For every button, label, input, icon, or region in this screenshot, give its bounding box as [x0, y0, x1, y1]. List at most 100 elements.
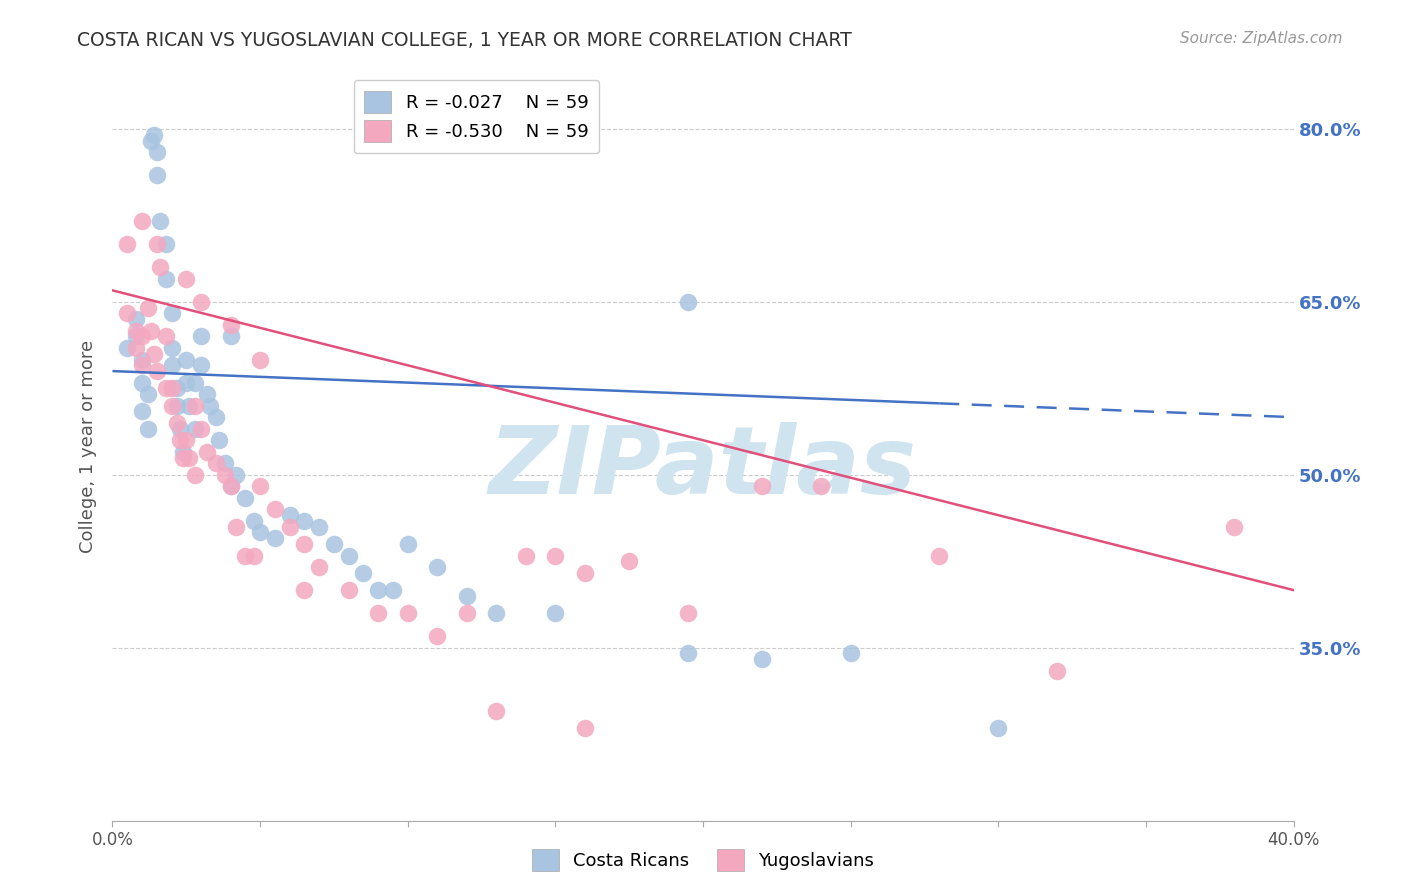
Point [174, 272, 197, 286]
Legend: Costa Ricans, Yugoslavians: Costa Ricans, Yugoslavians [524, 842, 882, 879]
Point [117, 237, 138, 252]
Point [125, 324, 148, 338]
Point [179, 399, 201, 413]
Point [198, 399, 221, 413]
Point [292, 537, 315, 551]
Point [396, 606, 419, 620]
Legend: R = -0.027    N = 59, R = -0.530    N = 59: R = -0.027 N = 59, R = -0.530 N = 59 [353, 80, 599, 153]
Point [426, 560, 449, 574]
Point [131, 352, 153, 367]
Point [195, 387, 218, 401]
Point [233, 491, 256, 505]
Point [155, 272, 177, 286]
Point [169, 434, 191, 448]
Point [751, 479, 773, 493]
Point [125, 341, 148, 355]
Point [1046, 664, 1069, 678]
Point [208, 434, 231, 448]
Point [678, 606, 700, 620]
Point [184, 422, 207, 436]
Point [233, 549, 256, 563]
Point [166, 381, 188, 395]
Point [117, 341, 138, 355]
Point [249, 352, 271, 367]
Point [219, 329, 242, 343]
Point [382, 583, 405, 598]
Point [751, 652, 773, 666]
Point [987, 722, 1010, 736]
Point [131, 214, 153, 228]
Point [160, 306, 183, 320]
Point [146, 145, 169, 159]
Point [174, 434, 197, 448]
Point [160, 341, 183, 355]
Point [249, 479, 271, 493]
Point [225, 519, 247, 533]
Point [574, 722, 596, 736]
Point [219, 479, 242, 493]
Point [619, 554, 641, 568]
Point [136, 301, 159, 315]
Point [174, 376, 197, 390]
Point [249, 525, 271, 540]
Point [136, 387, 159, 401]
Point [139, 134, 162, 148]
Point [485, 704, 508, 718]
Point [544, 606, 567, 620]
Point [839, 647, 862, 661]
Point [160, 359, 183, 373]
Point [205, 410, 228, 425]
Point [149, 260, 172, 275]
Point [160, 399, 183, 413]
Point [131, 404, 153, 418]
Point [131, 329, 153, 343]
Point [139, 324, 162, 338]
Point [810, 479, 832, 493]
Point [1223, 519, 1246, 533]
Point [485, 606, 508, 620]
Point [278, 508, 301, 523]
Point [426, 629, 449, 643]
Point [515, 549, 537, 563]
Point [456, 606, 478, 620]
Point [214, 467, 236, 482]
Point [337, 583, 360, 598]
Text: COSTA RICAN VS YUGOSLAVIAN COLLEGE, 1 YEAR OR MORE CORRELATION CHART: COSTA RICAN VS YUGOSLAVIAN COLLEGE, 1 YE… [77, 31, 852, 50]
Point [544, 549, 567, 563]
Point [184, 467, 207, 482]
Point [142, 128, 165, 142]
Point [155, 237, 177, 252]
Point [308, 560, 330, 574]
Point [243, 514, 266, 528]
Point [166, 416, 188, 430]
Point [172, 444, 194, 458]
Point [243, 549, 266, 563]
Point [125, 312, 148, 326]
Point [146, 237, 169, 252]
Point [928, 549, 950, 563]
Point [308, 519, 330, 533]
Point [195, 444, 218, 458]
Y-axis label: College, 1 year or more: College, 1 year or more [79, 340, 97, 552]
Point [337, 549, 360, 563]
Point [190, 422, 212, 436]
Point [155, 329, 177, 343]
Point [292, 514, 315, 528]
Point [456, 589, 478, 603]
Point [172, 450, 194, 465]
Point [169, 422, 191, 436]
Point [264, 502, 287, 516]
Point [264, 531, 287, 545]
Point [190, 329, 212, 343]
Point [146, 364, 169, 378]
Point [219, 479, 242, 493]
Point [190, 359, 212, 373]
Point [184, 399, 207, 413]
Point [160, 381, 183, 395]
Point [678, 647, 700, 661]
Point [136, 422, 159, 436]
Point [174, 352, 197, 367]
Point [352, 566, 374, 580]
Point [278, 519, 301, 533]
Point [146, 168, 169, 182]
